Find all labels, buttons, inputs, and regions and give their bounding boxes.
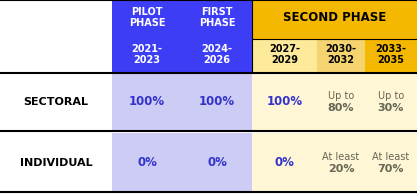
Bar [317,39,365,72]
Text: Up to: Up to [378,91,404,101]
Text: FIRST
PHASE: FIRST PHASE [199,7,235,28]
Text: Up to: Up to [328,91,354,101]
Text: 2027-
2029: 2027- 2029 [269,44,300,65]
Text: 0%: 0% [274,156,294,169]
Text: 2021-
2023: 2021- 2023 [131,44,163,65]
Text: 0%: 0% [137,156,157,169]
Bar [182,0,252,72]
Bar [182,133,252,192]
Text: 30%: 30% [378,103,404,113]
Bar [182,73,252,130]
Text: 2033-
2035: 2033- 2035 [375,44,407,65]
Text: SECTORAL: SECTORAL [23,96,88,106]
Text: 2030-
2032: 2030- 2032 [326,44,357,65]
Text: SECOND PHASE: SECOND PHASE [283,11,386,24]
Text: PILOT
PHASE: PILOT PHASE [129,7,165,28]
Text: 100%: 100% [129,95,165,108]
Bar [112,73,182,130]
Bar [252,133,417,192]
Text: 20%: 20% [328,163,354,173]
Text: 2024-
2026: 2024- 2026 [201,44,233,65]
Text: 100%: 100% [266,95,303,108]
Text: At least: At least [322,152,359,162]
Bar [252,0,417,72]
Bar [112,0,182,72]
Text: 70%: 70% [378,163,404,173]
Text: At least: At least [372,152,409,162]
Text: INDIVIDUAL: INDIVIDUAL [20,158,92,168]
Text: 0%: 0% [207,156,227,169]
Bar [252,73,417,130]
Text: 80%: 80% [328,103,354,113]
Text: 100%: 100% [199,95,235,108]
Bar [252,39,317,72]
Bar [112,133,182,192]
